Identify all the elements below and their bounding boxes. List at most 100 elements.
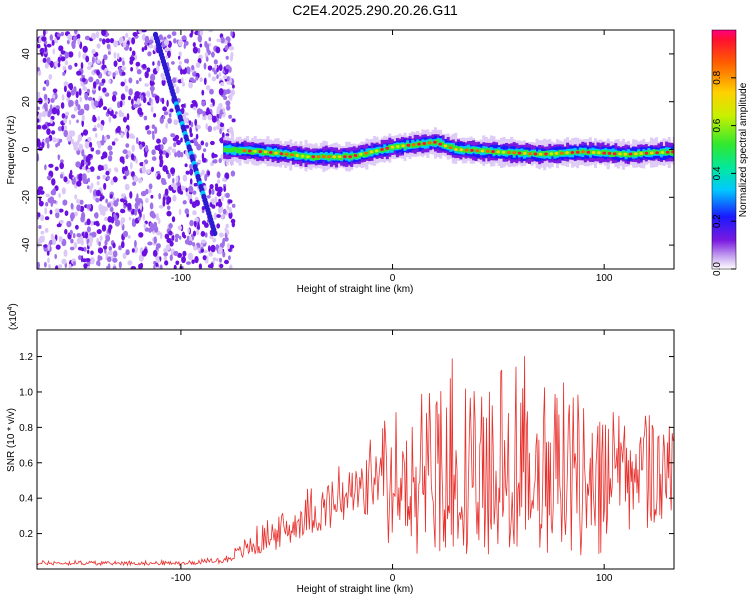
ridge-cell xyxy=(621,151,625,157)
noise-speck xyxy=(185,187,188,193)
noise-speck xyxy=(128,77,133,84)
ridge-peak xyxy=(507,151,511,154)
noise-speck xyxy=(220,82,225,87)
noise-speck xyxy=(182,113,187,119)
noise-speck xyxy=(175,175,179,183)
noise-speck xyxy=(64,60,69,66)
noise-speck xyxy=(97,116,101,121)
noise-speck xyxy=(219,128,222,135)
noise-speck xyxy=(218,88,224,96)
ridge-peak xyxy=(411,143,416,147)
noise-speck xyxy=(216,223,221,229)
noise-speck xyxy=(96,229,102,235)
noise-speck xyxy=(107,51,111,55)
ridge-cell xyxy=(578,149,582,155)
noise-speck xyxy=(118,261,122,269)
noise-speck xyxy=(193,182,198,187)
x-tick-label: 0 xyxy=(390,273,396,284)
noise-speck xyxy=(94,212,99,219)
noise-speck xyxy=(92,116,97,123)
x-tick-label: 100 xyxy=(596,573,613,584)
noise-speck xyxy=(188,81,193,89)
ridge-cell xyxy=(393,143,397,150)
noise-speck xyxy=(196,143,202,151)
noise-speck xyxy=(144,227,150,232)
ridge-cell xyxy=(573,150,577,155)
ridge-cell xyxy=(436,139,440,145)
noise-speck xyxy=(51,39,55,46)
ridge-cell xyxy=(314,154,318,161)
noise-speck xyxy=(160,144,164,151)
ridge-peak xyxy=(549,152,554,156)
noise-speck xyxy=(95,78,100,85)
noise-speck xyxy=(50,119,53,124)
noise-speck xyxy=(176,139,181,146)
noise-speck xyxy=(168,146,173,151)
noise-speck xyxy=(91,49,96,55)
noise-speck xyxy=(112,72,116,77)
noise-speck xyxy=(95,132,98,139)
noise-speck xyxy=(90,182,94,189)
noise-speck xyxy=(208,30,214,33)
ridge-peak xyxy=(290,153,294,157)
noise-speck xyxy=(83,246,87,252)
noise-speck xyxy=(39,47,45,55)
ridge-peak xyxy=(380,148,384,151)
noise-speck xyxy=(37,212,41,218)
noise-speck xyxy=(92,127,97,132)
noise-speck xyxy=(127,235,131,239)
noise-speck xyxy=(95,31,100,39)
noise-speck xyxy=(176,181,181,187)
noise-speck xyxy=(150,194,154,199)
noise-speck xyxy=(161,97,165,105)
noise-speck xyxy=(112,266,117,269)
noise-speck xyxy=(87,177,90,183)
ridge-peak xyxy=(565,151,569,155)
noise-speck xyxy=(129,191,133,199)
noise-speck xyxy=(38,97,43,105)
ridge-cell xyxy=(530,151,534,156)
noise-speck xyxy=(96,69,100,76)
noise-speck xyxy=(54,166,59,171)
noise-speck xyxy=(43,102,48,109)
noise-speck xyxy=(76,33,81,40)
noise-speck xyxy=(171,61,175,65)
noise-speck xyxy=(89,235,92,243)
noise-speck xyxy=(82,45,88,53)
noise-speck xyxy=(108,246,113,251)
noise-speck xyxy=(218,102,223,110)
noise-speck xyxy=(203,249,208,254)
noise-speck xyxy=(219,232,224,238)
noise-speck xyxy=(66,220,72,228)
noise-speck xyxy=(178,61,182,65)
noise-speck xyxy=(153,113,157,118)
noise-speck xyxy=(181,231,185,238)
noise-speck xyxy=(168,113,172,118)
noise-speck xyxy=(113,52,117,59)
noise-speck xyxy=(44,207,48,215)
ridge-cell xyxy=(345,153,349,159)
noise-speck xyxy=(202,157,207,163)
noise-speck xyxy=(119,198,125,203)
noise-speck xyxy=(134,240,137,248)
ridge-peak xyxy=(337,155,342,159)
noise-speck xyxy=(223,186,227,192)
noise-speck xyxy=(79,96,82,103)
noise-speck xyxy=(68,100,72,108)
y-axis-label-top: Frequency (Hz) xyxy=(6,116,17,185)
ridge-peak xyxy=(544,152,548,156)
spectrogram-marks xyxy=(37,30,674,269)
noise-speck xyxy=(43,261,47,268)
noise-speck xyxy=(225,64,231,70)
noise-speck xyxy=(121,241,125,249)
noise-speck xyxy=(43,30,46,37)
noise-speck xyxy=(114,219,121,227)
noise-speck xyxy=(68,83,72,89)
noise-speck xyxy=(80,159,85,166)
noise-speck xyxy=(207,245,211,252)
noise-speck xyxy=(194,217,199,222)
noise-speck xyxy=(105,170,110,176)
noise-speck xyxy=(142,96,147,104)
noise-speck xyxy=(124,183,130,191)
noise-speck xyxy=(203,77,207,86)
